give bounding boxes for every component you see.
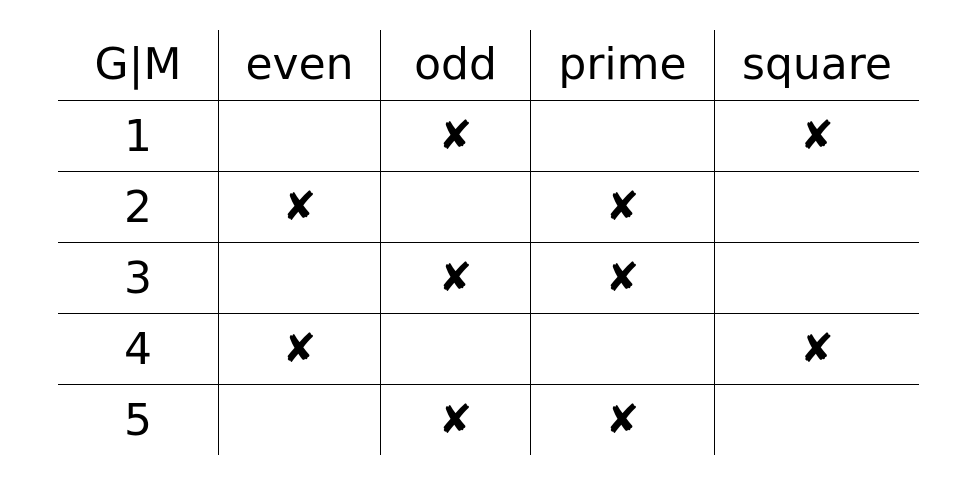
column-header-square: square <box>714 30 919 100</box>
column-header-even: even <box>218 30 380 100</box>
row-label-1: 1 <box>58 100 218 171</box>
row-label-5: 5 <box>58 384 218 455</box>
cross-mark-icon: ✘ <box>282 326 317 372</box>
cell-2-odd <box>380 171 530 242</box>
cell-3-prime: ✘ <box>530 242 714 313</box>
cell-2-prime: ✘ <box>530 171 714 242</box>
cross-mark-icon: ✘ <box>605 397 640 443</box>
cell-1-prime <box>530 100 714 171</box>
cell-1-even <box>218 100 380 171</box>
cross-mark-icon: ✘ <box>438 255 473 301</box>
cell-2-square <box>714 171 919 242</box>
cell-5-square <box>714 384 919 455</box>
cross-mark-icon: ✘ <box>605 184 640 230</box>
row-label-2: 2 <box>58 171 218 242</box>
cell-3-even <box>218 242 380 313</box>
cross-mark-icon: ✘ <box>800 326 834 372</box>
corner-label: G|M <box>94 39 182 90</box>
cell-3-square <box>714 242 919 313</box>
cell-5-prime: ✘ <box>530 384 714 455</box>
cell-5-even <box>218 384 380 455</box>
column-header-odd: odd <box>380 30 530 100</box>
cell-5-odd: ✘ <box>380 384 530 455</box>
cell-4-odd <box>380 313 530 384</box>
context-table: G|M even odd prime square 1 ✘ ✘ 2 ✘ ✘ 3 ✘ ✘ 4 ✘ ✘ 5 ✘ ✘ <box>58 30 919 455</box>
cell-4-even: ✘ <box>218 313 380 384</box>
cell-4-square: ✘ <box>714 313 919 384</box>
cell-2-even: ✘ <box>218 171 380 242</box>
cell-4-prime <box>530 313 714 384</box>
cell-1-odd: ✘ <box>380 100 530 171</box>
cross-mark-icon: ✘ <box>800 113 834 159</box>
row-label-3: 3 <box>58 242 218 313</box>
cell-3-odd: ✘ <box>380 242 530 313</box>
cross-mark-icon: ✘ <box>438 113 473 159</box>
cross-mark-icon: ✘ <box>282 184 317 230</box>
cross-mark-icon: ✘ <box>438 397 473 443</box>
cross-mark-icon: ✘ <box>605 255 640 301</box>
row-label-4: 4 <box>58 313 218 384</box>
column-header-prime: prime <box>530 30 714 100</box>
cell-1-square: ✘ <box>714 100 919 171</box>
